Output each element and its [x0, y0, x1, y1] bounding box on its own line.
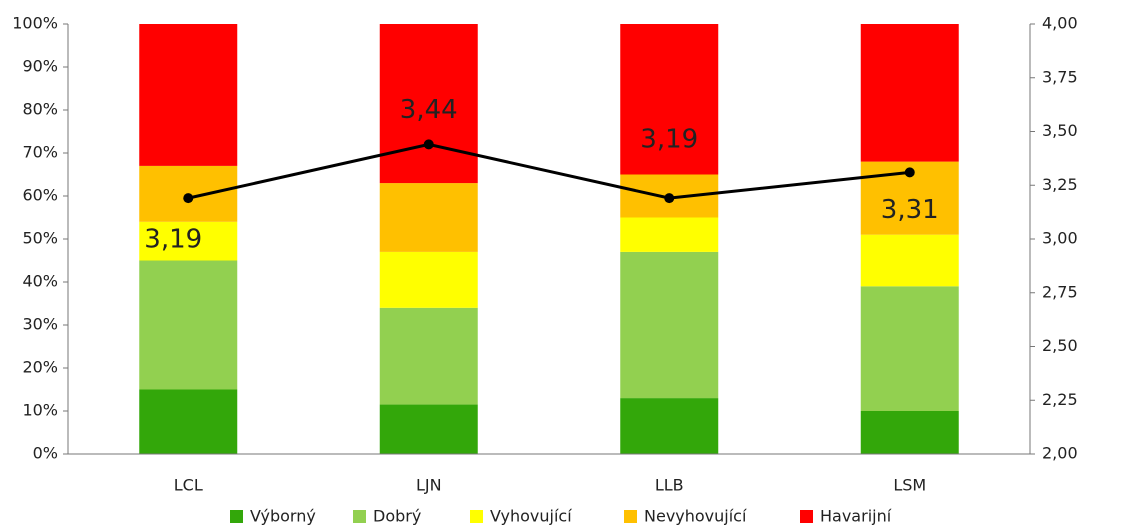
y-tick-label: 30% [22, 315, 58, 334]
x-tick-label: LLB [655, 476, 684, 495]
bar-segment [379, 24, 478, 184]
y2-tick-label: 3,25 [1042, 175, 1078, 194]
data-label: 3,19 [640, 125, 698, 155]
bar-segment [379, 404, 478, 454]
y-tick-label: 70% [22, 143, 58, 162]
bar-segment [860, 411, 959, 454]
line-point [904, 167, 915, 178]
y-tick-label: 100% [12, 14, 58, 33]
bar-segment [139, 24, 238, 166]
bar-segment [620, 398, 719, 454]
y-tick-label: 0% [33, 444, 58, 463]
bar-segment [379, 183, 478, 252]
y2-tick-label: 2,00 [1042, 444, 1078, 463]
legend-label: Havarijní [820, 507, 892, 526]
legend-swatch [470, 510, 483, 523]
bar-segment [139, 221, 238, 261]
bar-segment [379, 307, 478, 405]
data-label: 3,19 [144, 225, 202, 255]
legend-swatch [230, 510, 243, 523]
line-point [664, 193, 675, 204]
y2-tick-label: 4,00 [1042, 14, 1078, 33]
y-tick-label: 90% [22, 57, 58, 76]
bar-segment [620, 24, 719, 175]
x-tick-label: LSM [893, 476, 926, 495]
y-tick-label: 80% [22, 100, 58, 119]
legend-swatch [800, 510, 813, 523]
legend-label: Nevyhovující [644, 507, 747, 526]
y-tick-label: 40% [22, 272, 58, 291]
x-tick-label: LCL [174, 476, 203, 495]
data-label: 3,31 [881, 195, 939, 225]
line [187, 142, 910, 200]
y2-tick-label: 3,75 [1042, 67, 1078, 86]
legend-label: Výborný [250, 507, 316, 526]
legend-swatch [353, 510, 366, 523]
data-label: 3,44 [400, 95, 458, 125]
legend-swatch [624, 510, 637, 523]
line-point [423, 139, 434, 150]
bar-segment [620, 217, 719, 252]
legend-label: Dobrý [373, 507, 421, 526]
y-tick-label: 50% [22, 229, 58, 248]
y-tick-label: 10% [22, 401, 58, 420]
bar-segment [139, 260, 238, 390]
y2-tick-label: 3,50 [1042, 121, 1078, 140]
bar-segment [860, 234, 959, 287]
x-tick-label: LJN [416, 476, 442, 495]
bar-segment [860, 286, 959, 411]
bar-segment [860, 24, 959, 162]
legend-label: Vyhovující [490, 507, 572, 526]
bar-segment [379, 251, 478, 308]
bar-segment [139, 389, 238, 454]
y2-tick-label: 2,50 [1042, 336, 1078, 355]
y2-tick-label: 3,00 [1042, 229, 1078, 248]
y2-tick-label: 2,25 [1042, 390, 1078, 409]
line-point [183, 193, 194, 204]
y-tick-label: 60% [22, 186, 58, 205]
y-tick-label: 20% [22, 358, 58, 377]
bar-segment [620, 251, 719, 399]
y2-tick-label: 2,75 [1042, 282, 1078, 301]
